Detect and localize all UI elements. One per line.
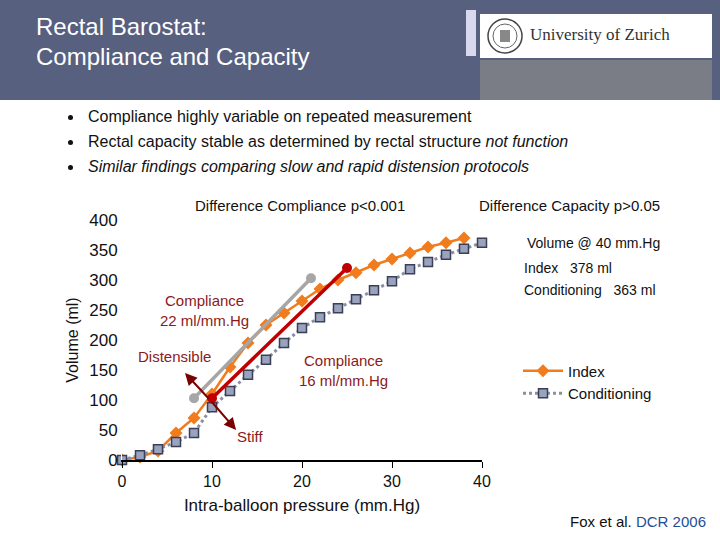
svg-text:30: 30	[383, 473, 401, 490]
svg-text:Stiff: Stiff	[237, 428, 263, 445]
svg-text:100: 100	[89, 391, 117, 410]
svg-text:Intra-balloon pressure (mm.Hg): Intra-balloon pressure (mm.Hg)	[184, 496, 420, 515]
svg-text:Conditioning 363 ml: Conditioning 363 ml	[524, 282, 656, 298]
svg-text:50: 50	[99, 421, 118, 440]
svg-text:400: 400	[89, 211, 117, 230]
svg-text:Volume (ml): Volume (ml)	[64, 297, 81, 382]
html-text:University of Zurich: University of Zurich	[530, 25, 670, 44]
svg-text:250: 250	[89, 301, 117, 320]
html-text:Fox et al. DCR 2006: Fox et al. DCR 2006	[570, 513, 706, 530]
svg-text:Compliance22 ml/mm.Hg: Compliance22 ml/mm.Hg	[160, 292, 249, 329]
svg-text:Volume @ 40 mm.Hg: Volume @ 40 mm.Hg	[527, 235, 660, 251]
svg-text:0: 0	[118, 473, 127, 490]
svg-text:Difference Capacity p>0.05: Difference Capacity p>0.05	[479, 197, 660, 214]
svg-text:Conditioning: Conditioning	[568, 385, 651, 402]
svg-text:200: 200	[89, 331, 117, 350]
svg-text:Distensible: Distensible	[138, 348, 211, 365]
html-text:Similar findings comparing slo: Similar findings comparing slow and rapi…	[88, 158, 530, 175]
svg-text:Index 378 ml: Index 378 ml	[524, 260, 612, 276]
svg-text:Index: Index	[568, 363, 605, 380]
svg-text:0: 0	[108, 451, 117, 470]
svg-text:150: 150	[89, 361, 117, 380]
html-text:Compliance and Capacity: Compliance and Capacity	[36, 43, 310, 70]
html-text:Rectal Barostat:: Rectal Barostat:	[36, 13, 207, 40]
svg-text:300: 300	[89, 271, 117, 290]
html-text:Rectal capacity stable as dete: Rectal capacity stable as determined by …	[88, 133, 569, 150]
html-text:Compliance highly variable on: Compliance highly variable on repeated m…	[88, 108, 472, 125]
svg-text:Difference Compliance p<0.001: Difference Compliance p<0.001	[195, 197, 405, 214]
svg-text:40: 40	[473, 473, 491, 490]
svg-text:20: 20	[293, 473, 311, 490]
svg-text:Compliance16 ml/mm.Hg: Compliance16 ml/mm.Hg	[299, 352, 388, 389]
svg-text:10: 10	[203, 473, 221, 490]
svg-text:350: 350	[89, 241, 117, 260]
